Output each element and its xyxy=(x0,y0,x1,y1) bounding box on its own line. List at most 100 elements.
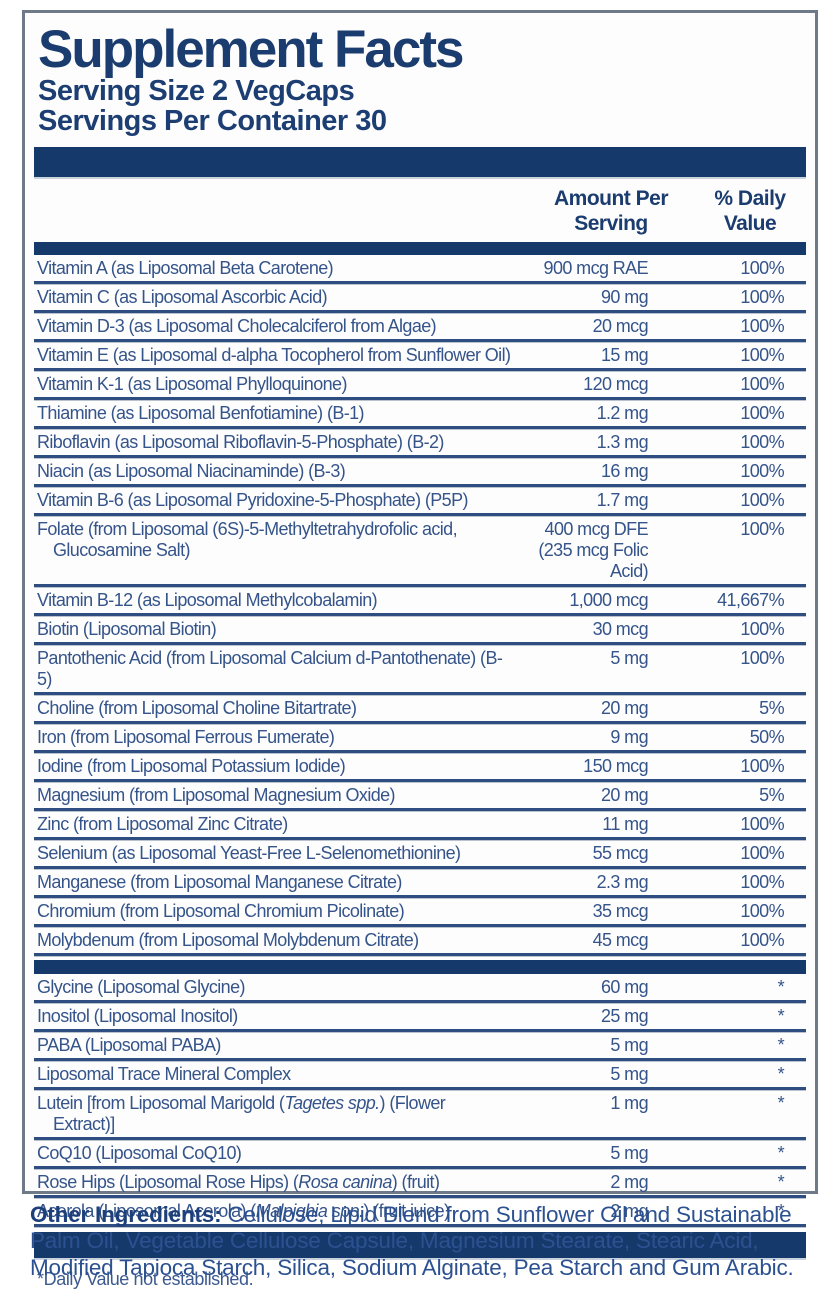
amount-per-serving: 20 mcg xyxy=(516,316,666,339)
amount-per-serving: 16 mg xyxy=(516,461,666,484)
amount-line1: 1.3 mg xyxy=(596,432,649,453)
nutrient-name: Vitamin A (as Liposomal Beta Carotene) xyxy=(34,258,516,281)
amount-per-serving: 90 mg xyxy=(516,287,666,310)
amount-per-serving: 5 mg xyxy=(516,648,666,671)
amount-line1: 30 mcg xyxy=(592,619,649,640)
nutrient-name: Vitamin B-6 (as Liposomal Pyridoxine-5-P… xyxy=(34,490,516,513)
table-row: Choline (from Liposomal Choline Bitartra… xyxy=(34,695,806,725)
nutrient-name: Molybdenum (from Liposomal Molybdenum Ci… xyxy=(34,930,516,953)
nutrient-name-line1: Vitamin B-12 (as Liposomal Methylcobalam… xyxy=(37,590,516,611)
nutrient-name: Lutein [from Liposomal Marigold (Tagetes… xyxy=(34,1093,516,1137)
amount-per-serving: 60 mg xyxy=(516,977,666,1000)
nutrient-name-text: Chromium (from Liposomal Chromium Picoli… xyxy=(37,901,405,922)
nutrient-name-line1: Vitamin A (as Liposomal Beta Carotene) xyxy=(37,258,516,279)
amount-line1: 9 mg xyxy=(610,727,648,748)
nutrient-name-line1: Vitamin C (as Liposomal Ascorbic Acid) xyxy=(37,287,516,308)
nutrient-name-line1: Inositol (Liposomal Inositol) xyxy=(37,1006,516,1027)
nutrient-name-text: Molybdenum (from Liposomal Molybdenum Ci… xyxy=(37,930,419,951)
nutrient-name: Acerola (Liposomal Acerola) (Malpighia s… xyxy=(34,1201,516,1224)
column-header-amount: Amount Per Serving xyxy=(553,187,669,236)
nutrient-name-text: Lutein [from Liposomal Marigold ( xyxy=(37,1093,285,1114)
amount-line1: 90 mg xyxy=(600,287,649,308)
daily-value: * xyxy=(777,1064,785,1085)
nutrient-name: Vitamin B-12 (as Liposomal Methylcobalam… xyxy=(34,590,516,613)
amount-line1: 1 mg xyxy=(610,1093,648,1114)
table-row: Vitamin B-6 (as Liposomal Pyridoxine-5-P… xyxy=(34,487,806,517)
amount-per-serving: 25 mg xyxy=(516,1006,666,1029)
amount-per-serving: 150 mcg xyxy=(516,756,666,779)
nutrient-name-text: Manganese (from Liposomal Manganese Citr… xyxy=(37,872,402,893)
daily-value: * xyxy=(777,1006,785,1027)
nutrient-name-line1: Selenium (as Liposomal Yeast-Free L-Sele… xyxy=(37,843,516,864)
table-row: Chromium (from Liposomal Chromium Picoli… xyxy=(34,898,806,928)
daily-value: 100% xyxy=(740,316,784,337)
amount-per-serving: 5 mg xyxy=(516,1143,666,1166)
table-row: CoQ10 (Liposomal CoQ10) 5 mg * xyxy=(34,1140,806,1170)
nutrient-name-latin: Malpighia spp. xyxy=(255,1201,364,1222)
table-row: Zinc (from Liposomal Zinc Citrate) 11 mg 1… xyxy=(34,811,806,841)
nutrient-name-text: Liposomal Trace Mineral Complex xyxy=(37,1064,291,1085)
column-header-spacer xyxy=(34,184,516,237)
divider-bar-bottom xyxy=(34,1232,806,1261)
amount-line1: 5 mg xyxy=(610,1143,648,1164)
amount-per-serving: 20 mg xyxy=(516,785,666,808)
nutrient-name-line1: Rose Hips (Liposomal Rose Hips) (Rosa ca… xyxy=(37,1172,516,1193)
nutrient-name: Pantothenic Acid (from Liposomal Calcium… xyxy=(34,648,516,692)
daily-value: 100% xyxy=(740,258,784,279)
nutrient-name-line1: Iron (from Liposomal Ferrous Fumerate) xyxy=(37,727,516,748)
amount-line1: 1.7 mg xyxy=(596,490,649,511)
nutrient-name-line1: Vitamin E (as Liposomal d-alpha Tocopher… xyxy=(37,345,516,366)
daily-value: * xyxy=(777,1143,785,1164)
amount-per-serving: 1,000 mcg xyxy=(516,590,666,613)
nutrient-name: Iron (from Liposomal Ferrous Fumerate) xyxy=(34,727,516,750)
table-row: Manganese (from Liposomal Manganese Citr… xyxy=(34,869,806,899)
table-row: Rose Hips (Liposomal Rose Hips) (Rosa ca… xyxy=(34,1169,806,1199)
nutrient-name: Iodine (from Liposomal Potassium Iodide) xyxy=(34,756,516,779)
nutrient-name: Thiamine (as Liposomal Benfotiamine) (B-… xyxy=(34,403,516,426)
table-row: Folate (from Liposomal (6S)-5-Methyltetr… xyxy=(34,516,806,588)
nutrient-name-line1: Molybdenum (from Liposomal Molybdenum Ci… xyxy=(37,930,516,951)
daily-value: * xyxy=(777,1093,785,1114)
column-header-daily-value: % Daily Value xyxy=(714,187,786,236)
divider-bar-middle xyxy=(34,960,806,975)
daily-value: 50% xyxy=(749,727,785,748)
nutrient-name-line1: Magnesium (from Liposomal Magnesium Oxid… xyxy=(37,785,516,806)
nutrient-name-text: Iodine (from Liposomal Potassium Iodide) xyxy=(37,756,346,777)
amount-per-serving: 120 mcg xyxy=(516,374,666,397)
daily-value: 100% xyxy=(740,374,784,395)
table-row: Glycine (Liposomal Glycine) 60 mg * xyxy=(34,974,806,1004)
nutrient-name-line1: Folate (from Liposomal (6S)-5-Methyltetr… xyxy=(37,519,516,540)
amount-line1: 900 mcg RAE xyxy=(543,258,649,279)
daily-value: 100% xyxy=(740,843,784,864)
nutrient-name: Vitamin K-1 (as Liposomal Phylloquinone) xyxy=(34,374,516,397)
nutrient-name-text: Vitamin K-1 (as Liposomal Phylloquinone) xyxy=(37,374,347,395)
amount-per-serving: 1.2 mg xyxy=(516,403,666,426)
daily-value: * xyxy=(777,977,785,998)
nutrient-name: Vitamin D-3 (as Liposomal Cholecalcifero… xyxy=(34,316,516,339)
nutrient-name: CoQ10 (Liposomal CoQ10) xyxy=(34,1143,516,1166)
amount-line1: 5 mg xyxy=(610,1064,648,1085)
nutrient-name: Liposomal Trace Mineral Complex xyxy=(34,1064,516,1087)
nutrient-name-text: CoQ10 (Liposomal CoQ10) xyxy=(37,1143,242,1164)
nutrient-name-latin: Tagetes spp. xyxy=(284,1093,380,1114)
table-row: Magnesium (from Liposomal Magnesium Oxid… xyxy=(34,782,806,812)
nutrient-name-line1: Riboflavin (as Liposomal Riboflavin-5-Ph… xyxy=(37,432,516,453)
amount-line1: 20 mcg xyxy=(592,316,649,337)
amount-per-serving: 20 mg xyxy=(516,698,666,721)
daily-value: 100% xyxy=(740,756,784,777)
amount-line1: 2 mg xyxy=(610,1172,648,1193)
table-row: Iron (from Liposomal Ferrous Fumerate) 9 … xyxy=(34,724,806,754)
daily-value: 100% xyxy=(740,287,784,308)
amount-per-serving: 1.3 mg xyxy=(516,432,666,455)
amount-per-serving: 30 mcg xyxy=(516,619,666,642)
nutrient-name-text: Selenium (as Liposomal Yeast-Free L-Sele… xyxy=(37,843,461,864)
amount-line1: 400 mcg DFE xyxy=(544,519,649,540)
nutrient-name-text: Folate (from Liposomal (6S)-5-Methyltetr… xyxy=(37,519,458,540)
nutrient-name: Glycine (Liposomal Glycine) xyxy=(34,977,516,1000)
daily-value: 100% xyxy=(740,519,784,540)
daily-value: 100% xyxy=(740,901,784,922)
nutrient-name-line2: Glucosamine Salt) xyxy=(37,540,516,561)
table-row: Liposomal Trace Mineral Complex 5 mg * xyxy=(34,1061,806,1091)
daily-value: 100% xyxy=(740,345,784,366)
nutrient-name-line1: Chromium (from Liposomal Chromium Picoli… xyxy=(37,901,516,922)
